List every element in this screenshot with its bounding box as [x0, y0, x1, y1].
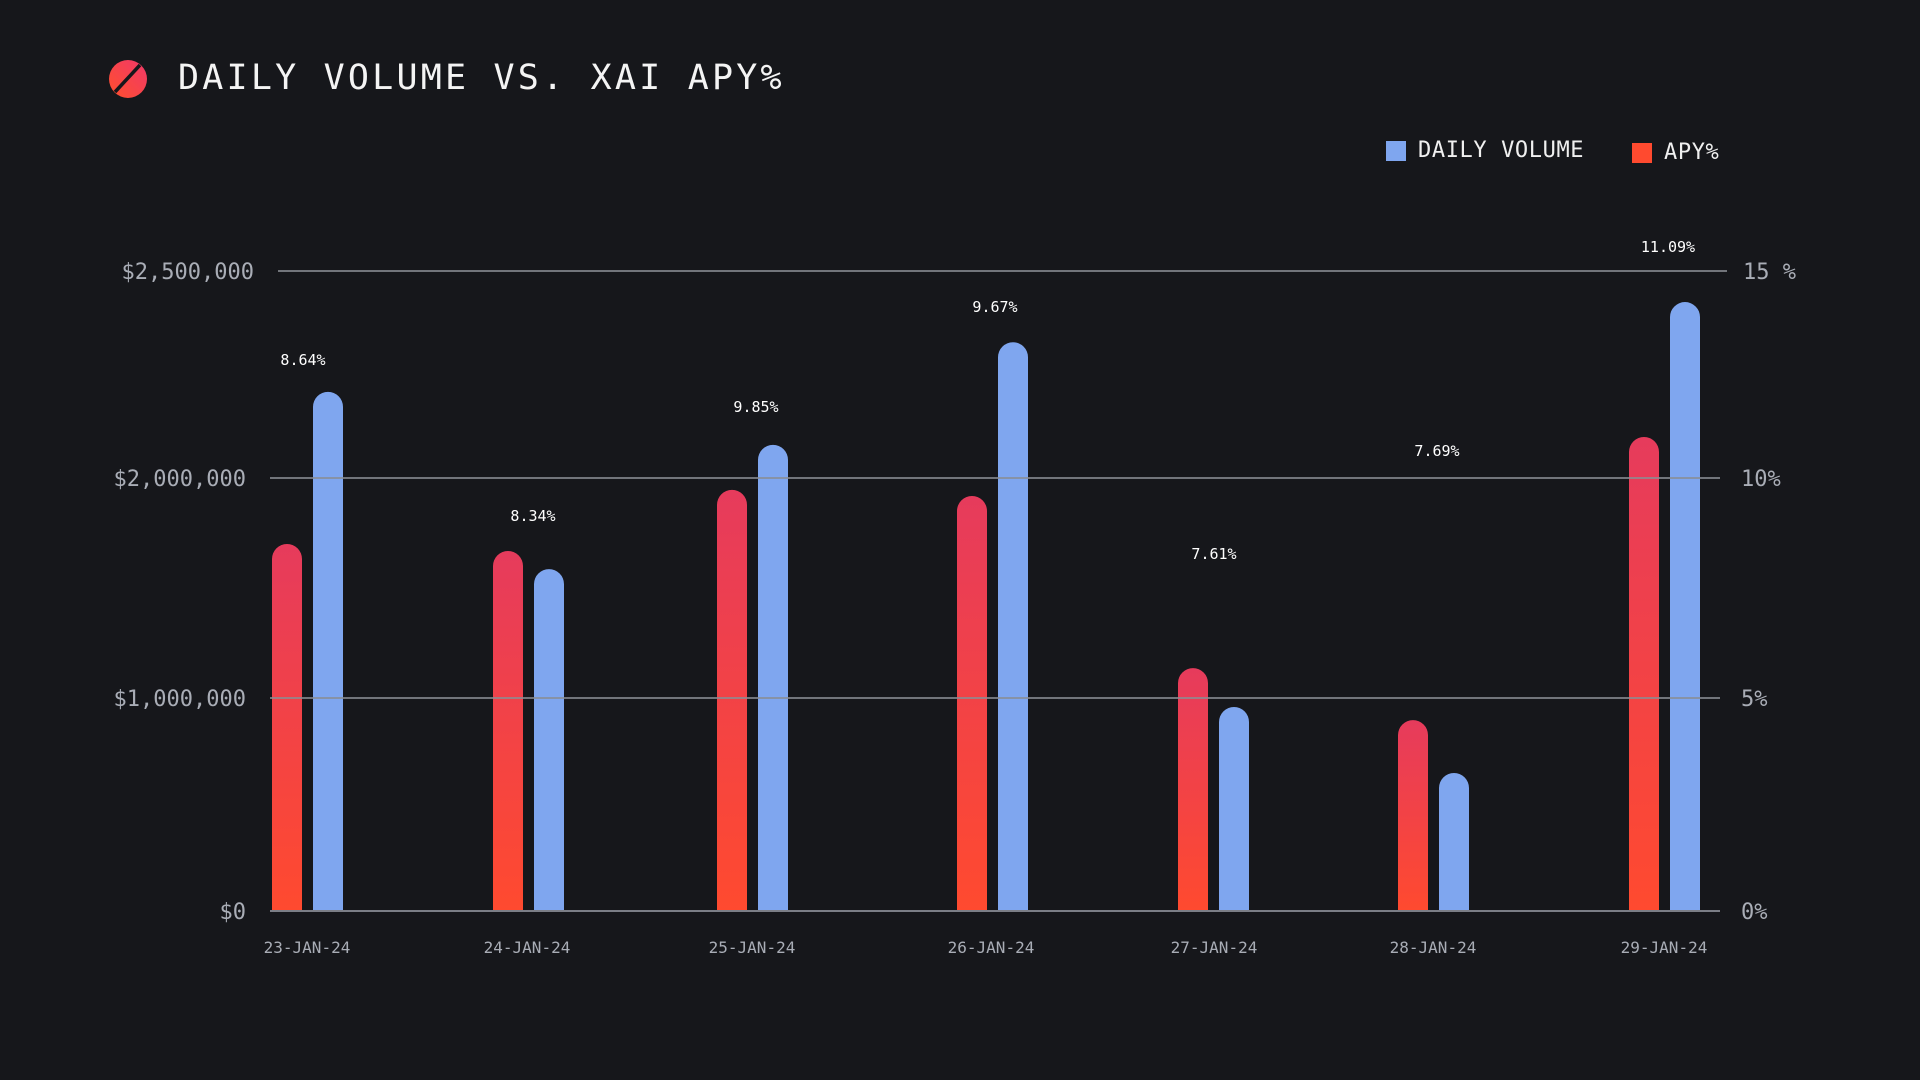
- apy-bar: [1178, 668, 1208, 911]
- legend-item-apy: APY%: [1632, 140, 1719, 165]
- volume-bar: [534, 569, 564, 911]
- chart-title: DAILY VOLUME VS. XAI APY%: [178, 58, 785, 98]
- apy-bar: [957, 496, 987, 911]
- legend-item-daily-volume: DAILY VOLUME: [1386, 138, 1584, 163]
- apy-bar: [1629, 437, 1659, 911]
- x-tick-label: 27-JAN-24: [1171, 938, 1258, 957]
- legend-swatch-daily-volume: [1386, 140, 1406, 161]
- apy-data-label: 8.34%: [510, 507, 555, 525]
- x-tick-label: 24-JAN-24: [484, 938, 571, 957]
- volume-bar: [1439, 772, 1469, 911]
- y-right-tick-label: 0%: [1741, 900, 1768, 925]
- apy-data-label: 9.85%: [733, 398, 778, 416]
- apy-bar: [717, 489, 747, 911]
- apy-data-label: 11.09%: [1641, 238, 1695, 256]
- apy-data-label: 7.69%: [1414, 442, 1459, 460]
- y-right-tick-label: 5%: [1741, 687, 1768, 712]
- volume-bar: [1219, 706, 1249, 911]
- y-left-tick-label: $2,000,000: [114, 467, 246, 492]
- volume-bar: [313, 391, 343, 911]
- apy-bar: [493, 551, 523, 911]
- y-left-tick-label: $1,000,000: [114, 687, 246, 712]
- x-tick-label: 25-JAN-24: [709, 938, 796, 957]
- y-left-tick-label: $2,500,000: [122, 260, 254, 285]
- x-tick-label: 23-JAN-24: [264, 938, 351, 957]
- volume-bar: [758, 444, 788, 911]
- apy-data-label: 9.67%: [972, 298, 1017, 316]
- volume-bar: [998, 342, 1028, 911]
- apy-data-label: 8.64%: [280, 351, 325, 369]
- y-left-tick-label: $0: [220, 900, 247, 925]
- y-right-tick-label: 10%: [1741, 467, 1781, 492]
- legend-label: APY%: [1664, 140, 1720, 165]
- x-tick-label: 26-JAN-24: [948, 938, 1035, 957]
- apy-bar: [272, 544, 302, 911]
- y-right-tick-label: 15 %: [1743, 260, 1796, 285]
- legend-swatch-apy: [1632, 142, 1652, 163]
- logo-icon: [109, 60, 147, 98]
- x-tick-label: 29-JAN-24: [1621, 938, 1708, 957]
- apy-bar: [1398, 720, 1428, 911]
- volume-bar: [1670, 302, 1700, 911]
- legend-label: DAILY VOLUME: [1418, 138, 1585, 163]
- x-tick-label: 28-JAN-24: [1390, 938, 1477, 957]
- apy-data-label: 7.61%: [1191, 545, 1236, 563]
